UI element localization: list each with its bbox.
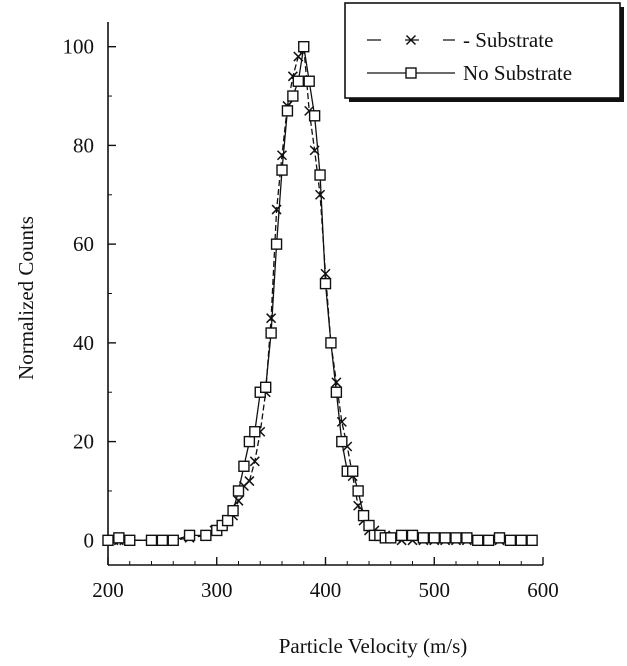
marker-stroke [276,150,288,161]
data-point [102,534,114,547]
data-point [298,40,310,53]
data-point [526,534,538,547]
data-point [504,534,517,547]
data-point [385,532,397,544]
data-point [303,75,315,87]
marker-stroke [405,34,417,46]
x-axis-title: Particle Velocity (m/s) [279,634,468,658]
x-tick-label: 200 [92,578,124,602]
y-axis-title: Normalized Counts [14,216,38,380]
legend-marker [405,34,417,46]
data-point [244,476,255,487]
data-point [265,327,277,339]
y-tick-label: 40 [73,331,94,355]
data-point [450,532,462,544]
series-layer [102,40,538,547]
x-tick-label: 300 [201,578,233,602]
series-no-substrate [102,40,538,547]
data-point [395,529,408,542]
x-tick-label: 500 [419,578,451,602]
y-tick-label: 60 [73,232,94,256]
x-tick-label: 600 [527,578,559,602]
data-point [270,238,283,250]
data-point [221,514,234,527]
marker-stroke [244,476,255,487]
data-point [515,534,527,547]
marker-stroke [293,51,304,62]
data-point [314,169,326,181]
data-point [249,456,260,467]
y-tick-label: 80 [73,133,94,157]
data-point [276,150,288,161]
legend-label: No Substrate [463,61,572,85]
data-point [243,435,256,448]
data-point [346,465,359,477]
data-point [281,105,294,117]
data-point [363,519,375,532]
data-point [493,532,506,544]
x-tick-label: 400 [310,578,342,602]
marker-stroke [336,416,347,427]
marker-stroke [266,313,277,324]
legend-entry: No Substrate [367,61,572,85]
data-point [232,485,245,497]
marker-stroke [331,377,342,388]
data-point [113,532,125,544]
data-point [276,164,288,176]
data-point [292,75,305,87]
data-point [330,386,343,398]
data-point [167,534,179,547]
data-point [145,534,158,547]
data-point [472,534,484,547]
data-point [238,460,250,472]
data-point [156,534,169,547]
data-point [461,532,473,544]
legend-label: - Substrate [463,28,553,52]
legend: - Substrate No Substrate [344,2,624,102]
legend-marker [405,67,417,79]
data-point [428,532,440,544]
data-point [331,377,342,388]
data-point [319,277,332,290]
data-point [482,534,495,547]
y-tick-label: 0 [84,528,95,552]
data-point [357,509,370,522]
y-tick-label: 100 [63,35,95,59]
data-point [183,529,196,542]
data-point [352,485,364,497]
data-point [200,529,212,542]
data-point [124,534,136,547]
legend-entry: - Substrate [367,28,553,52]
data-point [325,337,337,349]
data-point [287,90,299,102]
y-tick-label: 20 [73,430,94,454]
data-point [439,532,451,544]
marker-stroke [249,456,260,467]
data-point [249,426,261,438]
data-point [406,529,419,542]
data-point [259,381,272,393]
axes: 200 300 400 500 600 0 20 40 60 80 100 [63,22,559,602]
data-point [308,110,321,122]
data-point [266,313,277,324]
data-point [227,505,239,517]
marker-stroke [315,189,326,200]
legend-box [344,2,621,99]
data-point [315,189,326,200]
data-point [336,435,348,448]
data-point [417,532,430,544]
